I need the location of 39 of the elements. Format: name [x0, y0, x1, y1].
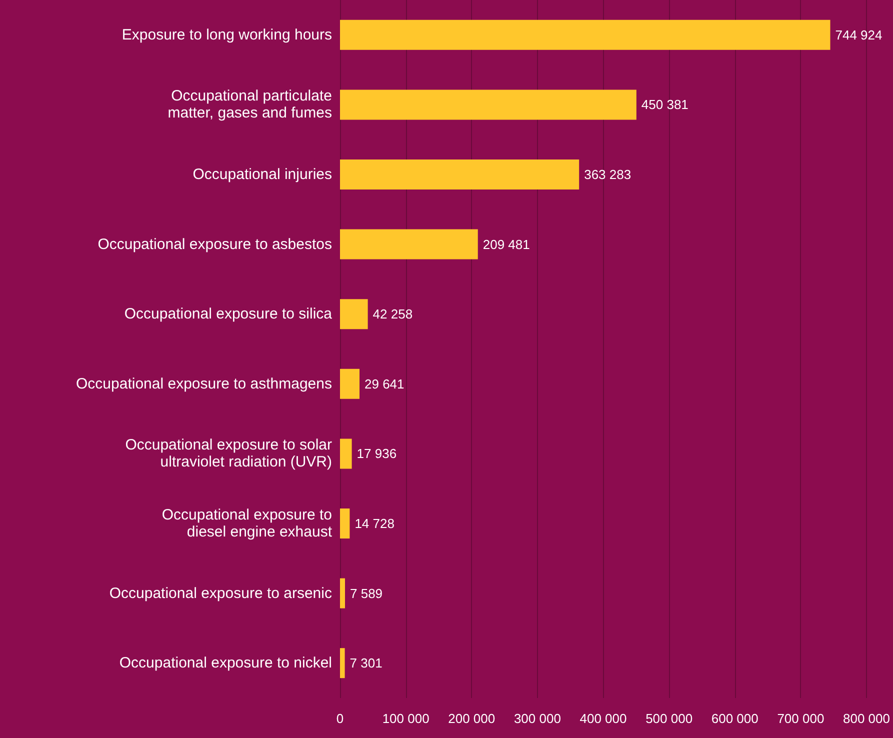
bar [340, 20, 830, 50]
bar [340, 578, 345, 608]
x-tick-label: 300 000 [514, 711, 561, 726]
bar [340, 438, 352, 469]
y-tick-label: Occupational exposure to silica [124, 306, 333, 323]
bar [340, 648, 345, 678]
bar [340, 368, 360, 399]
data-label: 29 641 [364, 376, 404, 392]
bar [340, 90, 636, 120]
data-label: 7 589 [350, 586, 383, 601]
y-tick-label: Occupational exposure to asbestos [98, 236, 332, 253]
y-tick-label: Occupational exposure to nickel [119, 654, 332, 672]
data-label: 14 728 [354, 516, 394, 531]
y-tick-label: Occupational exposure to solar ultraviolet radiation (UVR) [125, 436, 332, 471]
bar [340, 508, 350, 538]
bar [340, 229, 478, 260]
x-tick-label: 700 000 [777, 711, 824, 726]
data-label: 209 481 [482, 236, 530, 252]
x-tick-label: 800 000 [843, 711, 890, 726]
y-tick-label: Occupational exposure to diesel engine exhaust [162, 506, 333, 540]
x-tick-label: 600 000 [711, 711, 758, 726]
bar [340, 299, 368, 330]
data-label: 744 924 [835, 27, 882, 42]
bar [340, 160, 580, 190]
data-label: 450 381 [641, 97, 688, 112]
x-tick-label: 500 000 [646, 711, 693, 726]
data-label: 363 283 [584, 167, 632, 182]
x-tick-label: 0 [336, 711, 344, 726]
y-tick-label: Occupational particulate matter, gases and fumes [168, 88, 332, 122]
data-label: 42 258 [372, 306, 413, 322]
y-tick-label: Occupational exposure to arsenic [109, 584, 332, 602]
data-label: 17 936 [356, 446, 397, 462]
y-tick-label: Occupational exposure to asthmagens [76, 375, 332, 392]
data-label: 7 301 [350, 656, 382, 671]
x-tick-label: 200 000 [448, 711, 496, 726]
x-tick-label: 100 000 [382, 711, 430, 726]
y-tick-label: Exposure to long working hours [122, 26, 332, 44]
x-tick-label: 400 000 [580, 711, 627, 726]
y-tick-label: Occupational injuries [192, 166, 332, 183]
